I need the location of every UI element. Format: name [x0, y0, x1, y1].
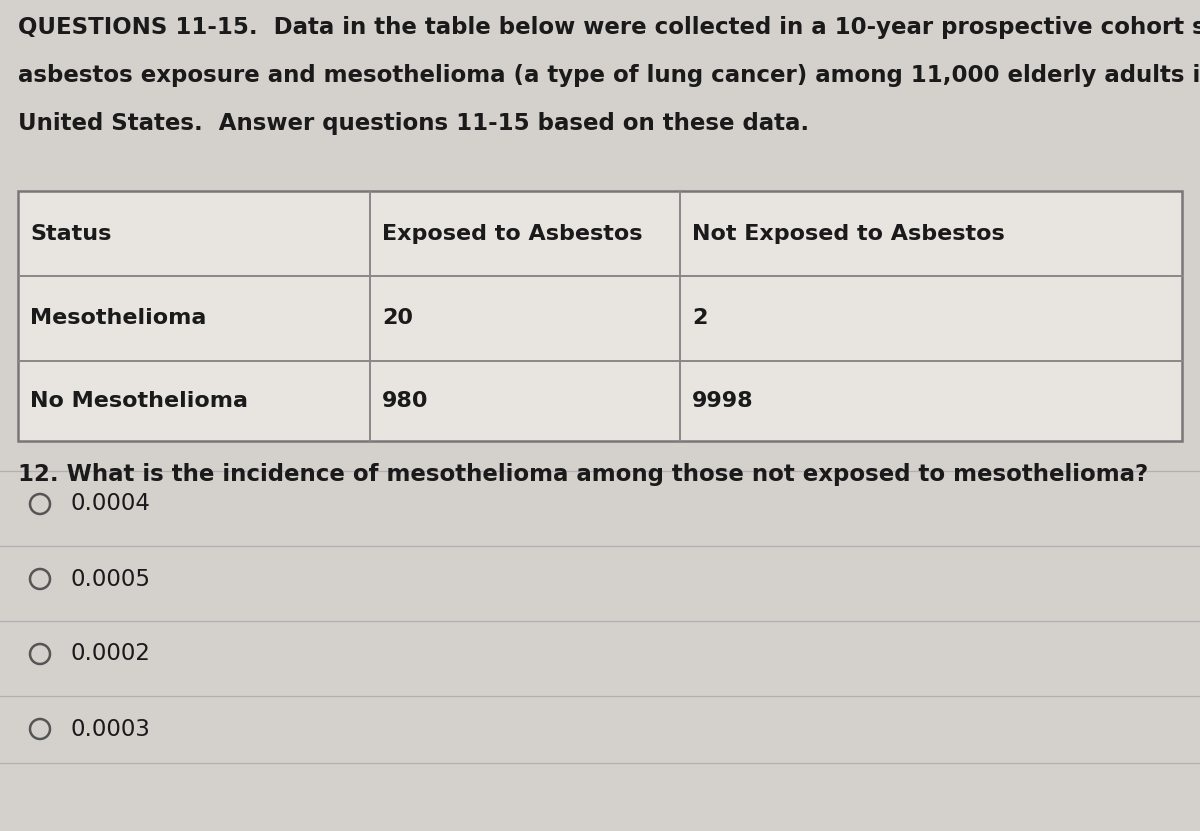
FancyBboxPatch shape — [18, 191, 1182, 441]
Text: No Mesothelioma: No Mesothelioma — [30, 391, 248, 411]
Text: 9998: 9998 — [692, 391, 754, 411]
Text: 12. What is the incidence of mesothelioma among those not exposed to mesotheliom: 12. What is the incidence of mesotheliom… — [18, 463, 1148, 486]
Text: 0.0002: 0.0002 — [70, 642, 150, 666]
Text: 2: 2 — [692, 308, 707, 328]
Text: Mesothelioma: Mesothelioma — [30, 308, 206, 328]
Text: Not Exposed to Asbestos: Not Exposed to Asbestos — [692, 224, 1004, 243]
Text: 0.0003: 0.0003 — [70, 717, 150, 740]
Text: 0.0004: 0.0004 — [70, 493, 150, 515]
Text: United States.  Answer questions 11-15 based on these data.: United States. Answer questions 11-15 ba… — [18, 112, 809, 135]
Text: 20: 20 — [382, 308, 413, 328]
Text: 0.0005: 0.0005 — [70, 568, 150, 591]
Text: Exposed to Asbestos: Exposed to Asbestos — [382, 224, 642, 243]
Text: QUESTIONS 11-15.  Data in the table below were collected in a 10-year prospectiv: QUESTIONS 11-15. Data in the table below… — [18, 16, 1200, 39]
Text: asbestos exposure and mesothelioma (a type of lung cancer) among 11,000 elderly : asbestos exposure and mesothelioma (a ty… — [18, 64, 1200, 87]
Text: Status: Status — [30, 224, 112, 243]
Text: 980: 980 — [382, 391, 428, 411]
